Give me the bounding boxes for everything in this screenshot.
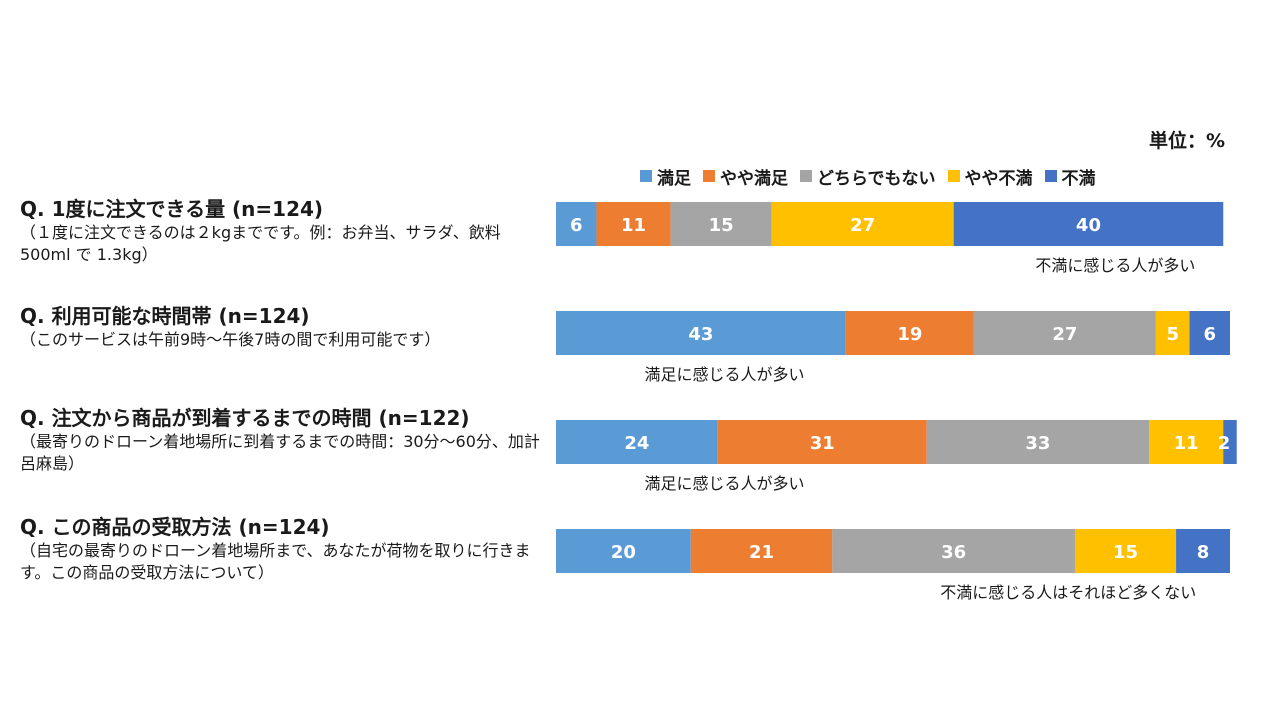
bar-segment bbox=[1189, 311, 1230, 355]
bar-segment bbox=[690, 529, 833, 573]
data-label: 43 bbox=[688, 324, 713, 345]
data-label: 19 bbox=[897, 324, 922, 345]
bar-segment bbox=[556, 202, 597, 246]
question-block: Q. 注文から商品が到着するまでの時間 (n=122) （最寄りのドローン着地場所… bbox=[20, 405, 545, 475]
bar-row: 24 31 33 11 2 満足に感じる人が多い bbox=[556, 420, 1237, 493]
bar-segment bbox=[771, 202, 954, 246]
bar-segment bbox=[596, 202, 671, 246]
data-label: 33 bbox=[1025, 433, 1050, 454]
bar-segment bbox=[1074, 529, 1177, 573]
bar-segment bbox=[845, 311, 974, 355]
question-block: Q. 利用可能な時間帯 (n=124) （このサービスは午前9時～午後7時の間で利… bbox=[20, 303, 545, 351]
question-block: Q. この商品の受取方法 (n=124) （自宅の最寄りのドローン着地場所まで、あ… bbox=[20, 514, 545, 584]
data-label: 11 bbox=[1174, 433, 1199, 454]
data-label: 36 bbox=[941, 542, 966, 563]
data-label: 27 bbox=[850, 215, 875, 236]
bar-segment bbox=[1176, 529, 1230, 573]
legend-item: やや不満 bbox=[947, 164, 1033, 189]
bar-row: 6 11 15 27 40 不満に感じる人が多い bbox=[556, 202, 1224, 275]
data-label: 11 bbox=[621, 215, 646, 236]
legend-item: どちらでもない bbox=[800, 164, 936, 189]
bar-row: 20 21 36 15 8 不満に感じる人はそれほど多くない bbox=[556, 529, 1230, 602]
legend-label: 不満 bbox=[1061, 168, 1096, 189]
question-title: Q. この商品の受取方法 (n=124) bbox=[20, 515, 330, 539]
question-description: （１度に注文できるのは２kgまでです。例：お弁当、サラダ、飲料 500ml で … bbox=[20, 223, 501, 264]
data-label: 6 bbox=[1204, 324, 1217, 345]
bar-segment bbox=[556, 529, 691, 573]
bar-annotation: 不満に感じる人が多い bbox=[1035, 256, 1195, 275]
legend-item: 不満 bbox=[1044, 164, 1096, 189]
data-label: 40 bbox=[1076, 215, 1101, 236]
bar-segment bbox=[556, 420, 718, 464]
bar-segment bbox=[1223, 420, 1237, 464]
legend-label: どちらでもない bbox=[817, 168, 936, 189]
legend-swatch bbox=[703, 170, 715, 182]
legend-swatch bbox=[800, 170, 812, 182]
legend-swatch bbox=[640, 170, 652, 182]
question-title: Q. 1度に注文できる量 (n=124) bbox=[20, 197, 324, 221]
data-label: 21 bbox=[749, 542, 774, 563]
bar-segment bbox=[1155, 311, 1190, 355]
bar-annotation: 満足に感じる人が多い bbox=[644, 474, 804, 493]
question-title: Q. 注文から商品が到着するまでの時間 (n=122) bbox=[20, 406, 470, 430]
bar-row: 43 19 27 5 6 満足に感じる人が多い bbox=[556, 311, 1230, 384]
data-label: 24 bbox=[624, 433, 649, 454]
unit-label: 単位：% bbox=[1148, 130, 1225, 152]
legend-item: 満足 bbox=[640, 164, 691, 189]
data-label: 20 bbox=[611, 542, 636, 563]
legend-swatch bbox=[947, 170, 960, 182]
bar-segment bbox=[973, 311, 1156, 355]
bar-segment bbox=[953, 202, 1224, 246]
legend-label: 満足 bbox=[657, 168, 691, 189]
question-title: Q. 利用可能な時間帯 (n=124) bbox=[20, 304, 310, 328]
legend-item: やや満足 bbox=[703, 164, 788, 189]
data-label: 8 bbox=[1197, 542, 1210, 563]
bar-segment bbox=[670, 202, 772, 246]
data-label: 6 bbox=[570, 215, 583, 236]
data-label: 5 bbox=[1166, 324, 1179, 345]
question-description: （最寄りのドローン着地場所に到着するまでの時間：30分～60分、加計呂麻島） bbox=[20, 432, 540, 473]
question-description: （自宅の最寄りのドローン着地場所まで、あなたが荷物を取りに行きます。この商品の受… bbox=[20, 541, 531, 582]
bar-segment bbox=[926, 420, 1150, 464]
bar-segment bbox=[832, 529, 1075, 573]
data-label: 2 bbox=[1218, 433, 1231, 454]
data-label: 31 bbox=[810, 433, 835, 454]
data-label: 15 bbox=[1113, 542, 1138, 563]
data-label: 15 bbox=[709, 215, 734, 236]
bar-segment bbox=[556, 311, 846, 355]
bar-annotation: 不満に感じる人はそれほど多くない bbox=[940, 583, 1196, 602]
legend-label: やや不満 bbox=[964, 168, 1033, 189]
legend-label: やや満足 bbox=[720, 168, 788, 189]
question-description: （このサービスは午前9時～午後7時の間で利用可能です） bbox=[20, 330, 441, 349]
legend-swatch bbox=[1044, 170, 1057, 182]
bar-annotation: 満足に感じる人が多い bbox=[644, 365, 804, 384]
bar-segment bbox=[717, 420, 927, 464]
bar-segment bbox=[1149, 420, 1224, 464]
data-label: 27 bbox=[1052, 324, 1077, 345]
question-block: Q. 1度に注文できる量 (n=124) （１度に注文できるのは２kgまでです。例… bbox=[20, 196, 545, 266]
chart-legend: 満足 やや満足 どちらでもない やや不満 不満 bbox=[640, 163, 1108, 189]
